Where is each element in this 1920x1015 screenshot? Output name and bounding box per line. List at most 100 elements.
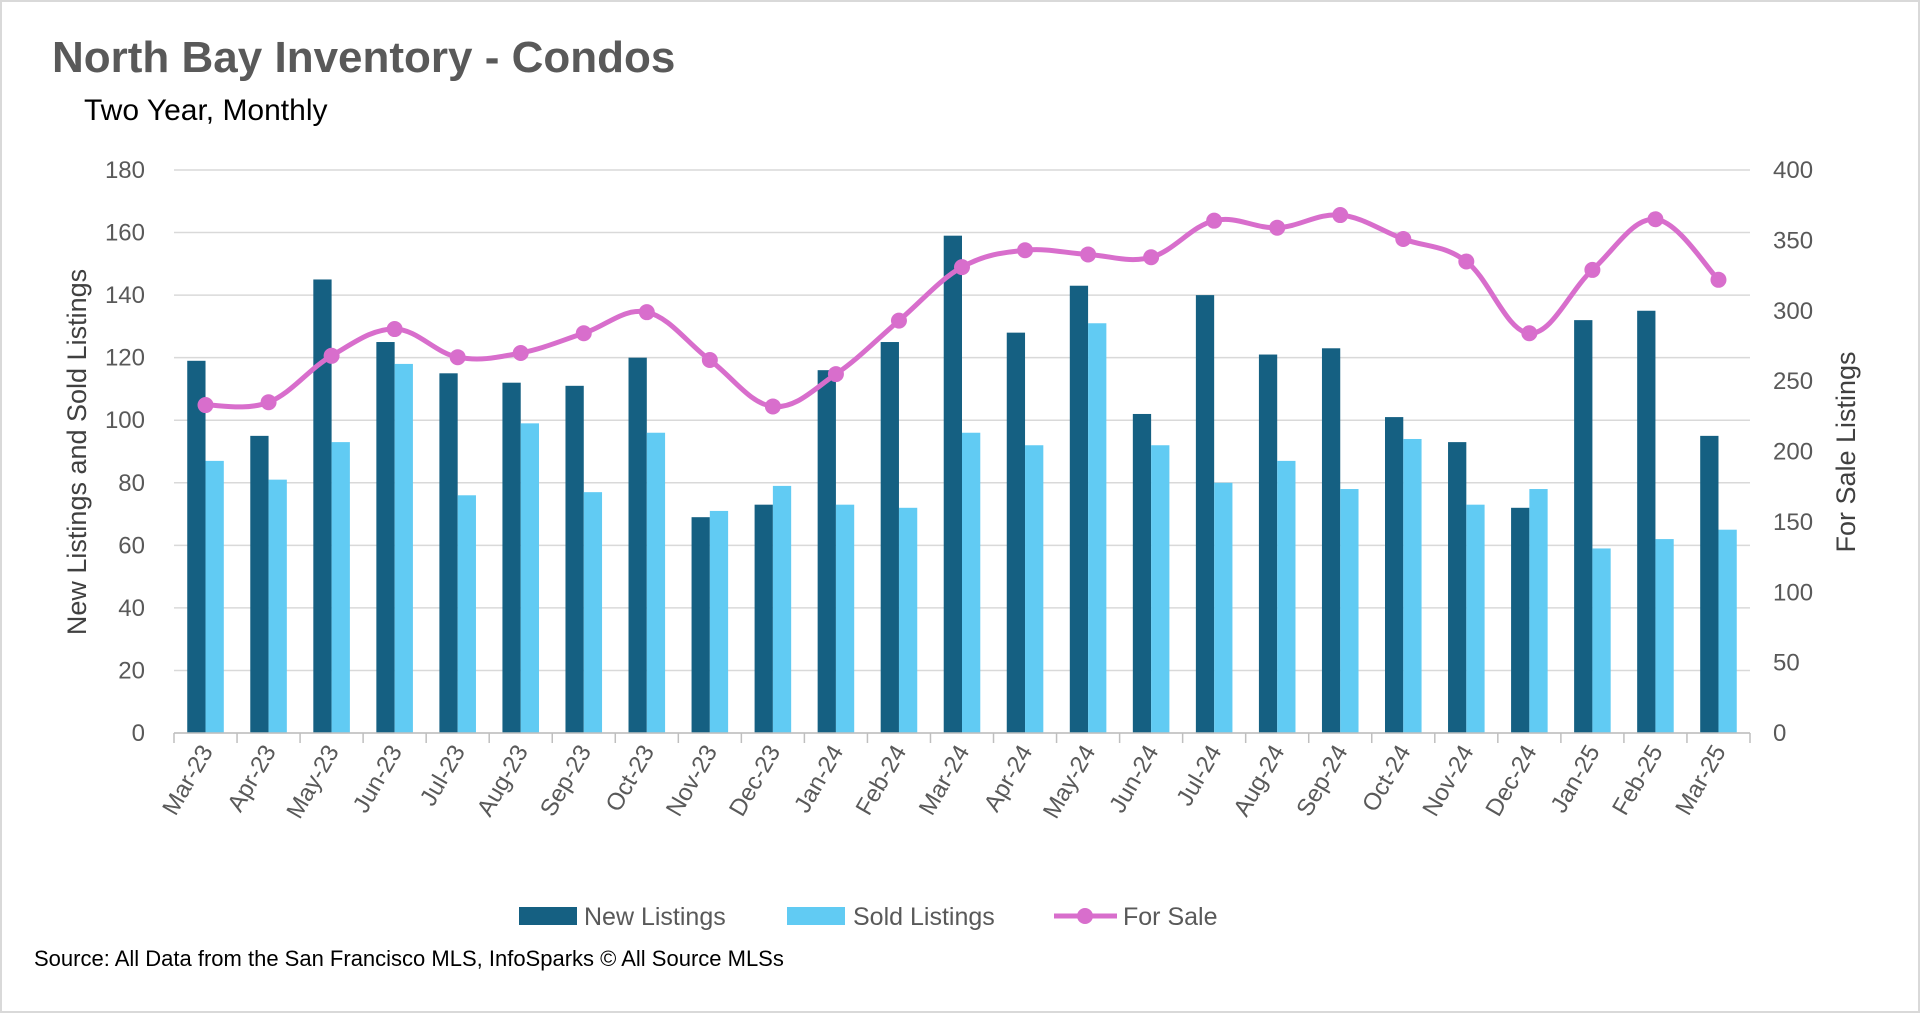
right-tick-label: 300 xyxy=(1773,298,1813,325)
bar-sold-listings xyxy=(520,423,540,733)
right-tick-label: 200 xyxy=(1773,439,1813,466)
for-sale-point xyxy=(1647,211,1664,228)
left-tick-label: 120 xyxy=(105,345,145,372)
x-tick-label: Nov-24 xyxy=(1417,741,1479,822)
x-tick-label: Oct-23 xyxy=(601,741,660,817)
for-sale-point xyxy=(386,321,403,338)
bar-sold-listings xyxy=(1151,445,1170,733)
for-sale-point xyxy=(1080,246,1097,263)
x-tick-label: Jun-23 xyxy=(348,741,408,818)
for-sale-line xyxy=(197,207,1727,415)
for-sale-point xyxy=(1143,249,1160,266)
x-axis-ticks: Mar-23 Apr-23 May-23 Jun-23 Jul-23 Aug-23 Sep-… xyxy=(157,732,1751,824)
bar-new-listings xyxy=(1384,417,1404,733)
bar-sold-listings xyxy=(583,492,603,733)
x-tick-label: Jan-25 xyxy=(1546,741,1606,818)
x-tick-label: Sep-23 xyxy=(535,741,597,822)
bar-new-listings xyxy=(376,342,395,733)
source-note: Source: All Data from the San Francisco … xyxy=(34,946,784,971)
bar-sold-listings xyxy=(394,363,413,733)
x-tick-label: Dec-23 xyxy=(724,741,786,822)
right-tick-label: 250 xyxy=(1773,368,1813,395)
x-tick-label: Mar-25 xyxy=(1670,741,1731,820)
left-tick-label: 100 xyxy=(105,407,145,434)
bar-new-listings xyxy=(1448,442,1467,733)
bar-sold-listings xyxy=(1403,438,1422,733)
for-sale-point xyxy=(827,366,844,383)
x-tick-label: Aug-23 xyxy=(472,741,534,822)
right-tick-label: 50 xyxy=(1773,650,1800,677)
x-tick-label: Feb-24 xyxy=(851,741,912,820)
bar-new-listings xyxy=(1700,435,1719,733)
left-axis-ticks: 0 20 40 60 80 100 120 140 160 180 xyxy=(105,157,145,747)
left-tick-label: 180 xyxy=(105,157,145,184)
left-tick-label: 20 xyxy=(118,657,145,684)
bar-sold-listings xyxy=(268,479,287,733)
for-sale-point xyxy=(1521,325,1538,342)
bar-new-listings xyxy=(1195,295,1215,733)
bar-sold-listings xyxy=(1655,539,1674,733)
x-tick-label: Apr-24 xyxy=(979,741,1038,817)
right-tick-label: 100 xyxy=(1773,579,1813,606)
for-sale-point xyxy=(764,398,781,415)
bar-new-listings xyxy=(691,517,710,733)
bar-sold-listings xyxy=(205,460,224,733)
for-sale-point xyxy=(954,259,970,276)
for-sale-point xyxy=(890,312,907,329)
for-sale-point xyxy=(1332,207,1349,224)
bar-sold-listings xyxy=(457,495,476,733)
right-axis-ticks: 0 50 100 150 200 250 300 350 400 xyxy=(1773,157,1813,747)
bar-new-listings xyxy=(1574,320,1593,733)
bar-sold-listings xyxy=(1529,489,1548,733)
x-tick-label: Oct-24 xyxy=(1357,741,1416,817)
x-tick-label: Sep-24 xyxy=(1291,741,1353,822)
bar-sold-listings xyxy=(962,432,981,733)
bar-new-listings xyxy=(1069,285,1089,733)
x-tick-label: Aug-24 xyxy=(1228,741,1290,822)
x-tick-label: Jul-23 xyxy=(415,741,471,811)
legend-swatch-new-listings xyxy=(519,907,577,925)
x-tick-label: Mar-23 xyxy=(157,741,218,820)
for-sale-point xyxy=(638,304,655,321)
x-tick-label: Jan-24 xyxy=(789,741,849,818)
legend-label-sold-listings: Sold Listings xyxy=(853,903,995,931)
chart-title: North Bay Inventory - Condos xyxy=(52,33,675,82)
bar-new-listings xyxy=(250,435,269,733)
left-tick-label: 160 xyxy=(105,220,145,247)
x-tick-label: Dec-24 xyxy=(1480,741,1542,822)
bar-new-listings xyxy=(565,385,584,733)
bar-new-listings xyxy=(880,342,899,733)
bar-sold-listings xyxy=(898,507,918,733)
x-tick-label: Mar-24 xyxy=(914,741,975,820)
bar-new-listings xyxy=(1258,354,1278,733)
bar-sold-listings xyxy=(1277,460,1296,733)
bar-new-listings xyxy=(1006,332,1026,733)
bar-new-listings xyxy=(1321,348,1341,733)
bar-sold-listings xyxy=(1718,529,1737,733)
x-tick-label: Nov-23 xyxy=(661,741,723,822)
for-sale-point xyxy=(323,347,340,364)
for-sale-point xyxy=(1710,271,1727,288)
for-sale-point xyxy=(197,397,214,414)
bar-sold-listings xyxy=(646,432,666,733)
right-tick-label: 150 xyxy=(1773,509,1813,536)
for-sale-point xyxy=(1584,261,1601,278)
for-sale-point xyxy=(512,344,529,361)
bar-new-listings xyxy=(1637,310,1656,733)
legend: New Listings Sold Listings For Sale xyxy=(519,903,1217,931)
bar-sold-listings xyxy=(835,504,855,733)
legend-label-new-listings: New Listings xyxy=(584,903,726,931)
bar-new-listings xyxy=(943,235,962,733)
chart-subtitle: Two Year, Monthly xyxy=(84,94,328,127)
right-tick-label: 400 xyxy=(1773,157,1813,184)
x-tick-label: May-23 xyxy=(281,741,344,824)
legend-swatch-sold-listings xyxy=(787,907,845,925)
bar-new-listings xyxy=(628,357,647,733)
bar-new-listings xyxy=(754,504,773,733)
bar-new-listings xyxy=(1511,507,1530,733)
bar-sold-listings xyxy=(1214,482,1233,733)
for-sale-point xyxy=(1017,242,1034,259)
left-tick-label: 60 xyxy=(118,532,145,559)
x-tick-label: May-24 xyxy=(1038,741,1101,824)
